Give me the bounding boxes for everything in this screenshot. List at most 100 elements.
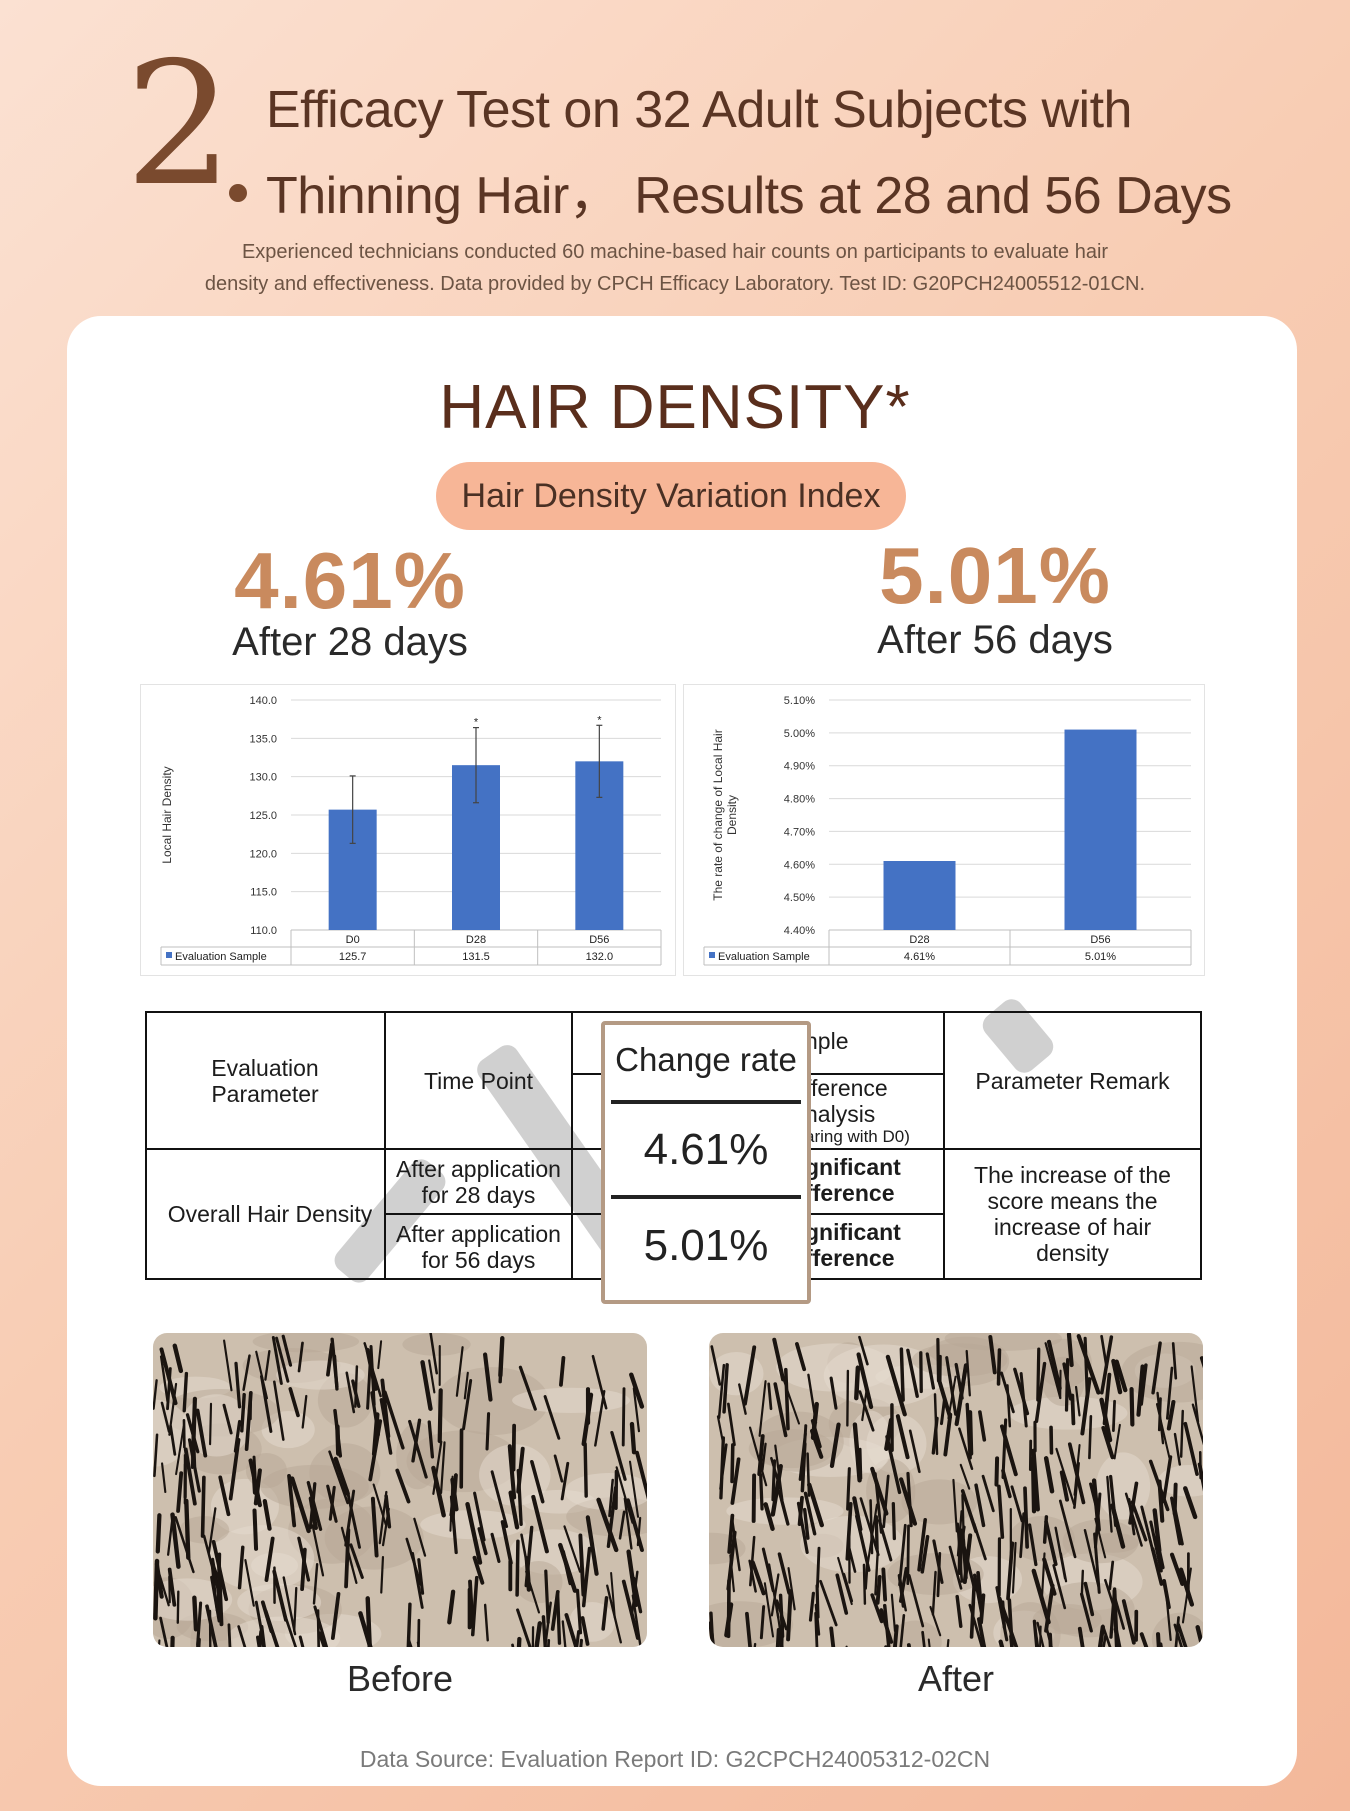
hair-strand — [875, 1575, 882, 1605]
hair-strand — [406, 1602, 412, 1647]
y-tick-label: 135.0 — [249, 733, 277, 745]
hair-strand — [1166, 1399, 1176, 1431]
hair-strand — [508, 1490, 520, 1530]
hair-strand — [1162, 1455, 1173, 1504]
hair-strand — [525, 1570, 541, 1614]
table-col-line — [943, 1011, 945, 1280]
hair-strand — [1174, 1616, 1180, 1647]
hair-strand — [846, 1369, 850, 1427]
hair-strand — [1042, 1515, 1049, 1544]
hair-strand — [312, 1563, 319, 1605]
hair-strand — [1010, 1485, 1024, 1523]
hair-strand — [560, 1461, 570, 1501]
hair-strand — [429, 1333, 439, 1375]
hair-strand — [724, 1602, 734, 1638]
hair-strand — [1154, 1536, 1165, 1570]
hair-strand — [891, 1501, 896, 1541]
hair-strand — [1173, 1432, 1182, 1466]
hair-strand — [997, 1484, 1005, 1539]
hair-strand — [184, 1498, 191, 1560]
hair-strand — [927, 1638, 931, 1647]
hair-strand — [837, 1556, 853, 1606]
hair-strand — [1001, 1418, 1008, 1479]
hair-strand — [626, 1498, 644, 1553]
y-tick-label: 140.0 — [249, 695, 277, 707]
hair-strand — [591, 1354, 608, 1410]
hair-strand — [943, 1412, 953, 1457]
hair-strand — [931, 1570, 937, 1616]
hair-strand — [719, 1436, 726, 1500]
rate-chart-box: 4.40% 4.50% 4.60% 4.70% 4.80% 4.90% 5.00% 5.10%… — [683, 684, 1205, 976]
hair-strand — [892, 1624, 899, 1647]
hair-strand — [1030, 1456, 1037, 1514]
highlight-label-28: After 28 days — [232, 620, 468, 664]
hair-strand — [485, 1412, 491, 1451]
before-scalp-image — [153, 1333, 647, 1647]
subtitle-line-1: Experienced technicians conducted 60 mac… — [241, 241, 1109, 263]
hair-strand — [1058, 1499, 1077, 1559]
significance-marker: * — [597, 714, 602, 726]
hair-strand — [544, 1569, 550, 1624]
y-tick-label: 115.0 — [250, 887, 277, 899]
subtitle-line-2: density and effectiveness. Data provided… — [204, 273, 1146, 295]
hair-strand — [1062, 1362, 1073, 1401]
hair-strand — [1112, 1399, 1116, 1432]
hair-strand — [223, 1339, 233, 1392]
hair-strand — [1083, 1581, 1095, 1617]
hair-strand — [518, 1365, 537, 1411]
hair-strand — [763, 1502, 775, 1531]
hair-strand — [808, 1591, 815, 1622]
hair-strand — [228, 1437, 241, 1501]
hair-strand — [856, 1352, 874, 1410]
hair-strand — [507, 1444, 517, 1500]
hair-strand — [579, 1638, 583, 1647]
hair-strand — [877, 1518, 893, 1562]
hair-strand — [308, 1482, 317, 1530]
hair-strand — [161, 1462, 167, 1494]
hair-strand — [205, 1604, 218, 1647]
y-tick-label: 120.0 — [249, 848, 277, 860]
after-scalp-image — [709, 1333, 1203, 1647]
scalp-patch — [402, 1333, 471, 1356]
hair-strand — [906, 1348, 919, 1398]
hair-strand — [440, 1441, 446, 1494]
hair-strand — [1059, 1470, 1070, 1502]
hair-strand — [498, 1345, 504, 1384]
hair-strand — [297, 1536, 311, 1582]
hair-strand — [866, 1503, 878, 1565]
hair-strand — [1043, 1456, 1055, 1494]
hair-strand — [468, 1579, 475, 1628]
hair-strand — [465, 1501, 483, 1565]
table-col-line — [384, 1011, 386, 1280]
data-label: 132.0 — [586, 951, 614, 963]
hair-strand — [929, 1605, 942, 1637]
hair-strand — [365, 1596, 372, 1647]
hair-strand — [807, 1482, 824, 1528]
hair-strand — [936, 1551, 942, 1598]
y-tick-label: 4.80% — [784, 794, 815, 806]
hair-strand — [722, 1363, 729, 1414]
hair-strand — [1079, 1592, 1093, 1633]
hair-strand — [580, 1616, 590, 1646]
hair-strand — [455, 1346, 464, 1397]
hair-strand — [1080, 1569, 1085, 1598]
hair-strand — [1111, 1358, 1123, 1395]
header: 2 Efficacy Test on 32 Adult Subjects wit… — [0, 0, 1350, 310]
hair-strand — [1183, 1421, 1199, 1476]
hair-strand — [1076, 1334, 1101, 1395]
hair-strand — [462, 1379, 473, 1431]
change-rate-28: 4.61% — [643, 1125, 769, 1174]
hair-strand — [1074, 1385, 1081, 1417]
hair-strand — [945, 1356, 958, 1416]
hair-strand — [155, 1513, 162, 1554]
hair-strand — [264, 1349, 271, 1381]
hair-strand — [730, 1443, 735, 1484]
hair-strand — [275, 1336, 290, 1383]
highlight-value-28: 4.61% — [234, 536, 466, 625]
hair-strand — [727, 1513, 735, 1554]
before-scalp-photo — [153, 1333, 647, 1647]
hair-strand — [758, 1380, 767, 1437]
title-line-2: Thinning Hair， Results at 28 and 56 Days — [266, 167, 1232, 225]
hair-strand — [1149, 1520, 1163, 1573]
hair-strand — [298, 1635, 305, 1647]
